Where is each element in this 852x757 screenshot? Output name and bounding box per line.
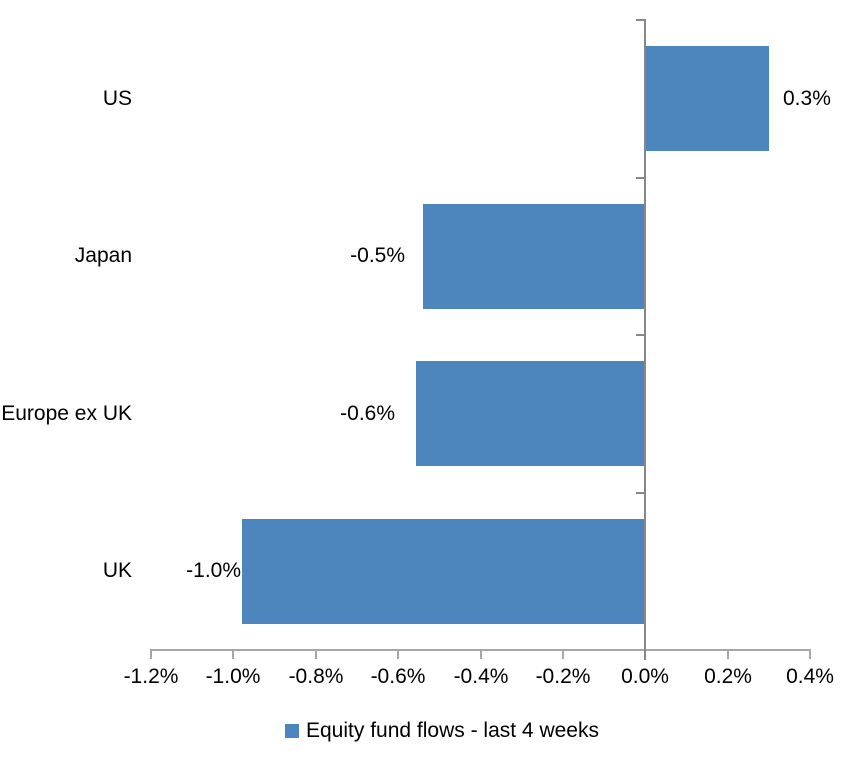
category-label-us: US: [102, 87, 132, 110]
data-label-uk: -1.0%: [186, 559, 241, 582]
category-label-europe-ex-uk: Europe ex UK: [1, 402, 132, 425]
bar-japan: [423, 204, 644, 309]
x-axis-tick-label: -1.0%: [205, 665, 261, 688]
category-boundary-tick: [636, 492, 644, 494]
x-axis-tick: [809, 649, 811, 659]
x-axis-tick-label: -0.2%: [535, 665, 591, 688]
x-axis-tick: [232, 649, 234, 659]
x-axis-tick: [315, 649, 317, 659]
category-boundary-tick: [636, 334, 644, 336]
x-axis-tick-label: -1.2%: [123, 665, 179, 688]
category-label-uk: UK: [102, 559, 132, 582]
x-axis-tick: [150, 649, 152, 659]
bar-europe-ex-uk: [416, 361, 644, 466]
legend-swatch-icon: [285, 724, 299, 738]
x-axis-tick: [727, 649, 729, 659]
data-label-europe-ex-uk: -0.6%: [340, 402, 395, 425]
x-axis-tick: [562, 649, 564, 659]
x-axis-tick-label: 0.2%: [704, 665, 752, 688]
data-label-japan: -0.5%: [350, 244, 405, 267]
legend-label: Equity fund flows - last 4 weeks: [306, 719, 599, 742]
bar-us: [646, 46, 769, 151]
category-boundary-tick: [636, 19, 644, 21]
x-axis-tick-label: -0.8%: [288, 665, 344, 688]
data-label-us: 0.3%: [783, 87, 831, 110]
zero-axis-line: [644, 19, 646, 660]
category-label-japan: Japan: [74, 244, 132, 267]
x-axis-tick: [397, 649, 399, 659]
x-axis-tick-label: -0.4%: [453, 665, 509, 688]
x-axis-tick: [480, 649, 482, 659]
x-axis-tick-label: -0.6%: [370, 665, 426, 688]
x-axis-tick-label: 0.0%: [621, 665, 669, 688]
legend: Equity fund flows - last 4 weeks: [285, 718, 599, 744]
bar-uk: [242, 519, 644, 624]
category-boundary-tick: [636, 177, 644, 179]
x-axis-tick-label: 0.4%: [786, 665, 834, 688]
